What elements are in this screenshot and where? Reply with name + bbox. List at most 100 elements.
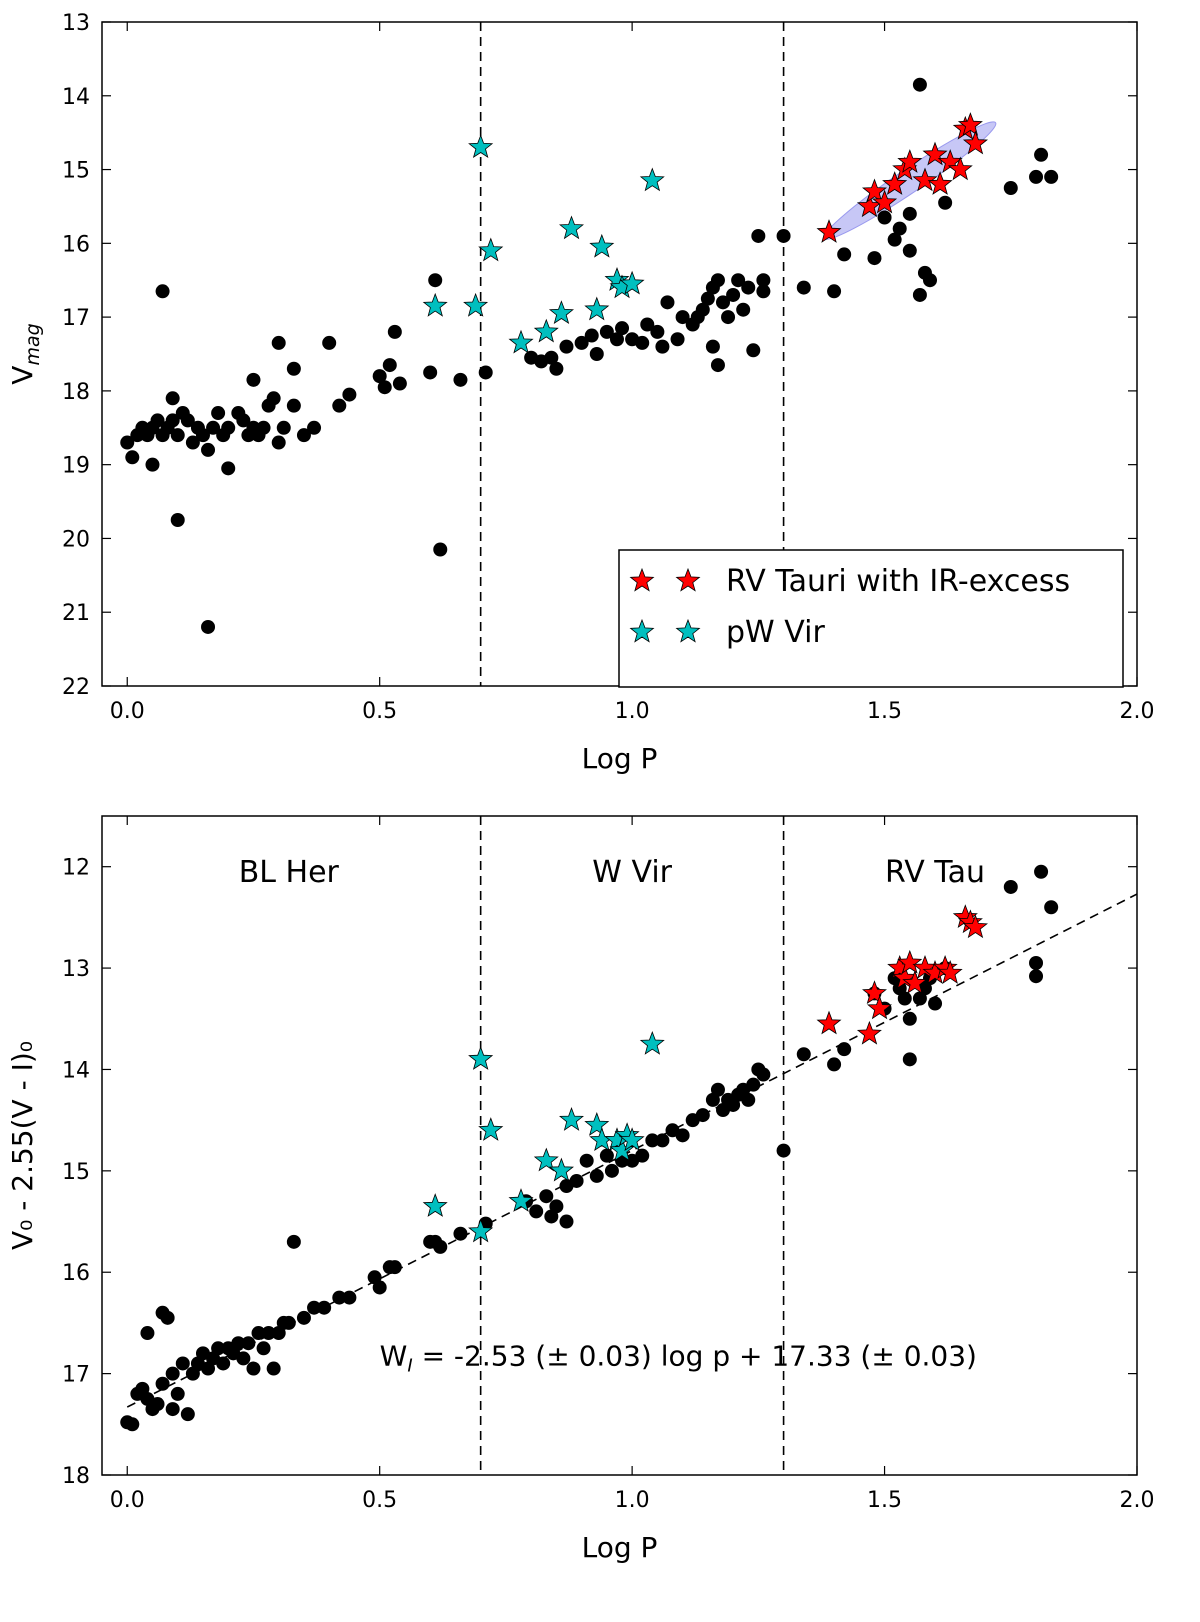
- point-t2cs: [710, 273, 725, 288]
- point-t2cs: [584, 328, 599, 343]
- point-t2cs: [695, 1108, 710, 1123]
- point-t2cs: [286, 398, 301, 413]
- point-t2cs: [892, 221, 907, 236]
- point-t2cs: [731, 273, 746, 288]
- point-t2cs: [741, 280, 756, 295]
- point-t2cs: [246, 1361, 261, 1376]
- point-t2cs: [539, 1189, 554, 1204]
- point-t2cs: [635, 1148, 650, 1163]
- point-t2cs: [120, 435, 135, 450]
- point-t2cs: [579, 1153, 594, 1168]
- star-pw-vir: [548, 1157, 575, 1182]
- point-t2cs: [332, 1290, 347, 1305]
- point-t2cs: [867, 251, 882, 266]
- bottom-panel: 0.0 0.5 1.0 1.5 2.0 12 13 14 15 16 17 18 BL Her W Vi…: [6, 815, 1155, 1564]
- point-t2cs: [428, 273, 443, 288]
- point-t2cs: [837, 1042, 852, 1057]
- point-t2cs: [342, 387, 357, 402]
- point-t2cs: [433, 542, 448, 557]
- point-t2cs: [736, 302, 751, 317]
- point-t2cs: [721, 310, 736, 325]
- star-rv-tauri-with-ir-excess: [957, 112, 983, 136]
- point-t2cs: [589, 1168, 604, 1183]
- point-t2cs: [216, 1356, 231, 1371]
- point-t2cs: [286, 361, 301, 376]
- point-t2cs: [726, 287, 741, 302]
- point-t2cs: [912, 77, 927, 92]
- point-t2cs: [710, 358, 725, 373]
- point-t2cs: [322, 335, 337, 350]
- legend-label-rv-tauri: RV Tauri with IR-excess: [726, 564, 1070, 599]
- star-rv-tauri-with-ir-excess: [947, 156, 973, 181]
- point-t2cs: [675, 310, 690, 325]
- point-t2cs: [307, 1300, 322, 1315]
- star-rv-tauri-with-ir-excess: [897, 149, 923, 173]
- point-t2cs: [902, 1052, 917, 1067]
- star-rv-tauri-with-ir-excess: [816, 219, 842, 243]
- point-t2cs: [286, 1234, 301, 1249]
- point-t2cs: [549, 361, 564, 376]
- point-t2cs: [1003, 879, 1018, 894]
- x-tick-label: 0.0: [110, 699, 145, 724]
- point-t2cs: [256, 420, 271, 435]
- y-tick-label: 19: [62, 454, 90, 479]
- legend-label-pw-vir: pW Vir: [726, 615, 825, 650]
- y-tick-label: 16: [62, 1261, 90, 1286]
- point-t2cs: [296, 1310, 311, 1325]
- point-t2cs: [756, 1067, 771, 1082]
- point-t2cs: [150, 413, 165, 428]
- point-t2cs: [276, 420, 291, 435]
- point-t2cs: [589, 347, 604, 361]
- point-t2cs: [423, 365, 438, 380]
- point-t2cs: [201, 619, 216, 634]
- point-t2cs: [938, 195, 953, 210]
- point-t2cs: [1044, 900, 1059, 915]
- point-t2cs: [660, 295, 675, 310]
- star-pw-vir: [559, 1107, 584, 1131]
- point-t2cs: [544, 350, 559, 365]
- star-rv-tauri-with-ir-excess: [871, 189, 898, 214]
- point-t2cs: [307, 420, 322, 435]
- point-t2cs: [150, 1397, 165, 1412]
- y-tick-label: 14: [62, 85, 90, 110]
- y-tick-label: 13: [62, 11, 90, 36]
- star-pw-vir: [468, 1046, 494, 1070]
- star-rv-tauri-with-ir-excess: [937, 959, 963, 984]
- point-t2cs: [392, 376, 407, 391]
- star-pw-vir: [508, 1188, 534, 1212]
- y-tick-label: 17: [62, 306, 90, 331]
- point-t2cs: [170, 513, 185, 527]
- star-pw-vir: [639, 1030, 665, 1055]
- point-t2cs: [261, 1326, 276, 1341]
- point-t2cs: [635, 335, 650, 350]
- bottom-plot-frame: [101, 815, 1138, 1476]
- region-label-bl-her: BL Her: [239, 855, 340, 890]
- point-t2cs: [529, 1204, 544, 1219]
- star-pw-vir: [478, 237, 504, 262]
- point-t2cs: [710, 1082, 725, 1097]
- point-t2cs: [741, 1092, 756, 1107]
- point-t2cs: [206, 420, 221, 435]
- point-t2cs: [928, 996, 943, 1011]
- star-rv-tauri-with-ir-excess: [856, 1020, 882, 1045]
- star-pw-vir: [584, 1112, 610, 1136]
- point-t2cs: [377, 380, 392, 395]
- star-pw-vir: [508, 329, 534, 354]
- point-t2cs: [897, 991, 912, 1006]
- legend-marker-pw-vir: [675, 618, 701, 643]
- star-rv-tauri-with-ir-excess: [882, 171, 908, 195]
- point-t2cs: [1003, 181, 1018, 195]
- point-t2cs: [125, 450, 140, 465]
- point-t2cs: [599, 1148, 614, 1163]
- y-tick-label: 17: [62, 1363, 90, 1388]
- point-t2cs: [221, 461, 236, 476]
- y-tick-label: 15: [62, 1160, 90, 1185]
- point-t2cs: [756, 284, 771, 299]
- point-t2cs: [271, 435, 286, 450]
- point-t2cs: [170, 428, 185, 443]
- x-tick-label: 2.0: [1120, 1488, 1155, 1513]
- star-pw-vir: [589, 233, 615, 258]
- point-t2cs: [887, 232, 902, 247]
- star-pw-vir: [533, 1147, 559, 1172]
- point-t2cs: [251, 1326, 266, 1341]
